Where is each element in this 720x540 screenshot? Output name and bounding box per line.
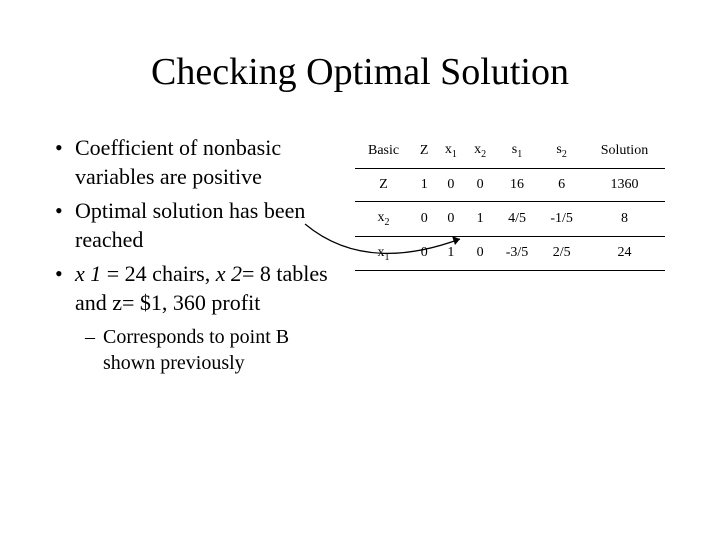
col-s2: s2 [539, 134, 584, 168]
bullet-text: Coefficient of nonbasic variables are po… [75, 134, 335, 191]
text-span: = 24 chairs, [101, 261, 215, 286]
cell-s1: 16 [495, 168, 540, 201]
cell-s1: 4/5 [495, 201, 540, 236]
cell-basic: x2 [355, 201, 412, 236]
simplex-table: Basic Z x1 x2 s1 s2 Solution Z 1 0 0 16 … [355, 134, 665, 271]
cell-s2: -1/5 [539, 201, 584, 236]
bullet-item: • Coefficient of nonbasic variables are … [55, 134, 335, 191]
cell-s2: 6 [539, 168, 584, 201]
cell-z: 1 [412, 168, 436, 201]
col-s1-sub: 1 [517, 149, 522, 160]
bullet-marker: • [55, 197, 75, 254]
cell-basic-base: x [378, 245, 385, 260]
col-x1: x1 [436, 134, 465, 168]
cell-x2: 0 [466, 168, 495, 201]
slide-content: • Coefficient of nonbasic variables are … [55, 134, 665, 376]
col-x2: x2 [466, 134, 495, 168]
table-row: x2 0 0 1 4/5 -1/5 8 [355, 201, 665, 236]
bullet-list: • Coefficient of nonbasic variables are … [55, 134, 335, 376]
cell-basic: Z [355, 168, 412, 201]
col-s1: s1 [495, 134, 540, 168]
sub-bullet-marker: – [85, 324, 103, 376]
cell-x1: 0 [436, 201, 465, 236]
table-row: Z 1 0 0 16 6 1360 [355, 168, 665, 201]
bullet-marker: • [55, 134, 75, 191]
bullet-marker: • [55, 260, 75, 317]
cell-x1: 0 [436, 168, 465, 201]
col-x2-sub: 2 [481, 149, 486, 160]
cell-x2: 1 [466, 201, 495, 236]
cell-s1: -3/5 [495, 236, 540, 271]
sub-bullet-item: – Corresponds to point B shown previousl… [85, 324, 335, 376]
col-basic: Basic [355, 134, 412, 168]
var-x2: x 2 [216, 261, 242, 286]
cell-x2: 0 [466, 236, 495, 271]
cell-basic: x1 [355, 236, 412, 271]
col-x1-sub: 1 [452, 149, 457, 160]
cell-z: 0 [412, 201, 436, 236]
cell-basic-sub: 1 [385, 251, 390, 262]
bullet-item: • Optimal solution has been reached [55, 197, 335, 254]
col-s2-sub: 2 [562, 149, 567, 160]
cell-sol: 8 [584, 201, 665, 236]
table-row: x1 0 1 0 -3/5 2/5 24 [355, 236, 665, 271]
cell-z: 0 [412, 236, 436, 271]
col-x1-base: x [445, 142, 452, 157]
cell-sol: 24 [584, 236, 665, 271]
cell-x1: 1 [436, 236, 465, 271]
cell-basic-base: x [378, 210, 385, 225]
cell-sol: 1360 [584, 168, 665, 201]
col-solution: Solution [584, 134, 665, 168]
cell-basic-sub: 2 [385, 217, 390, 228]
col-z: Z [412, 134, 436, 168]
bullet-item: • x 1 = 24 chairs, x 2= 8 tables and z= … [55, 260, 335, 317]
var-x1: x 1 [75, 261, 101, 286]
cell-s2: 2/5 [539, 236, 584, 271]
sub-bullet-text: Corresponds to point B shown previously [103, 324, 335, 376]
slide-title: Checking Optimal Solution [55, 50, 665, 94]
table-header-row: Basic Z x1 x2 s1 s2 Solution [355, 134, 665, 168]
table-container: Basic Z x1 x2 s1 s2 Solution Z 1 0 0 16 … [355, 134, 665, 376]
